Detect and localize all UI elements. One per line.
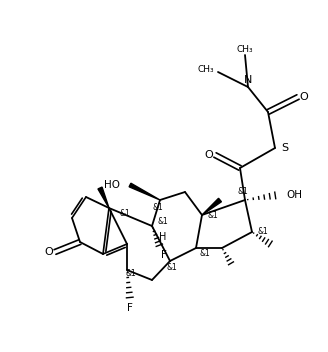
- Text: &1: &1: [167, 263, 177, 271]
- Text: O: O: [299, 92, 308, 102]
- Text: &1: &1: [207, 210, 218, 220]
- Text: CH₃: CH₃: [237, 44, 253, 54]
- Text: OH: OH: [286, 190, 302, 200]
- Text: F: F: [127, 303, 133, 313]
- Polygon shape: [202, 198, 221, 215]
- Polygon shape: [98, 187, 109, 208]
- Text: F: F: [161, 250, 167, 260]
- Text: &1: &1: [119, 208, 130, 218]
- Text: &1: &1: [257, 227, 268, 237]
- Text: CH₃: CH₃: [197, 65, 214, 75]
- Text: S: S: [281, 143, 288, 153]
- Text: &1: &1: [126, 270, 136, 278]
- Text: N: N: [244, 75, 252, 85]
- Text: &1: &1: [153, 203, 163, 213]
- Text: H: H: [159, 232, 167, 242]
- Text: &1: &1: [157, 216, 168, 226]
- Text: &1: &1: [200, 249, 211, 258]
- Text: O: O: [205, 150, 214, 160]
- Text: HO: HO: [104, 180, 120, 190]
- Polygon shape: [129, 183, 160, 200]
- Text: &1: &1: [237, 188, 248, 196]
- Text: O: O: [45, 247, 53, 257]
